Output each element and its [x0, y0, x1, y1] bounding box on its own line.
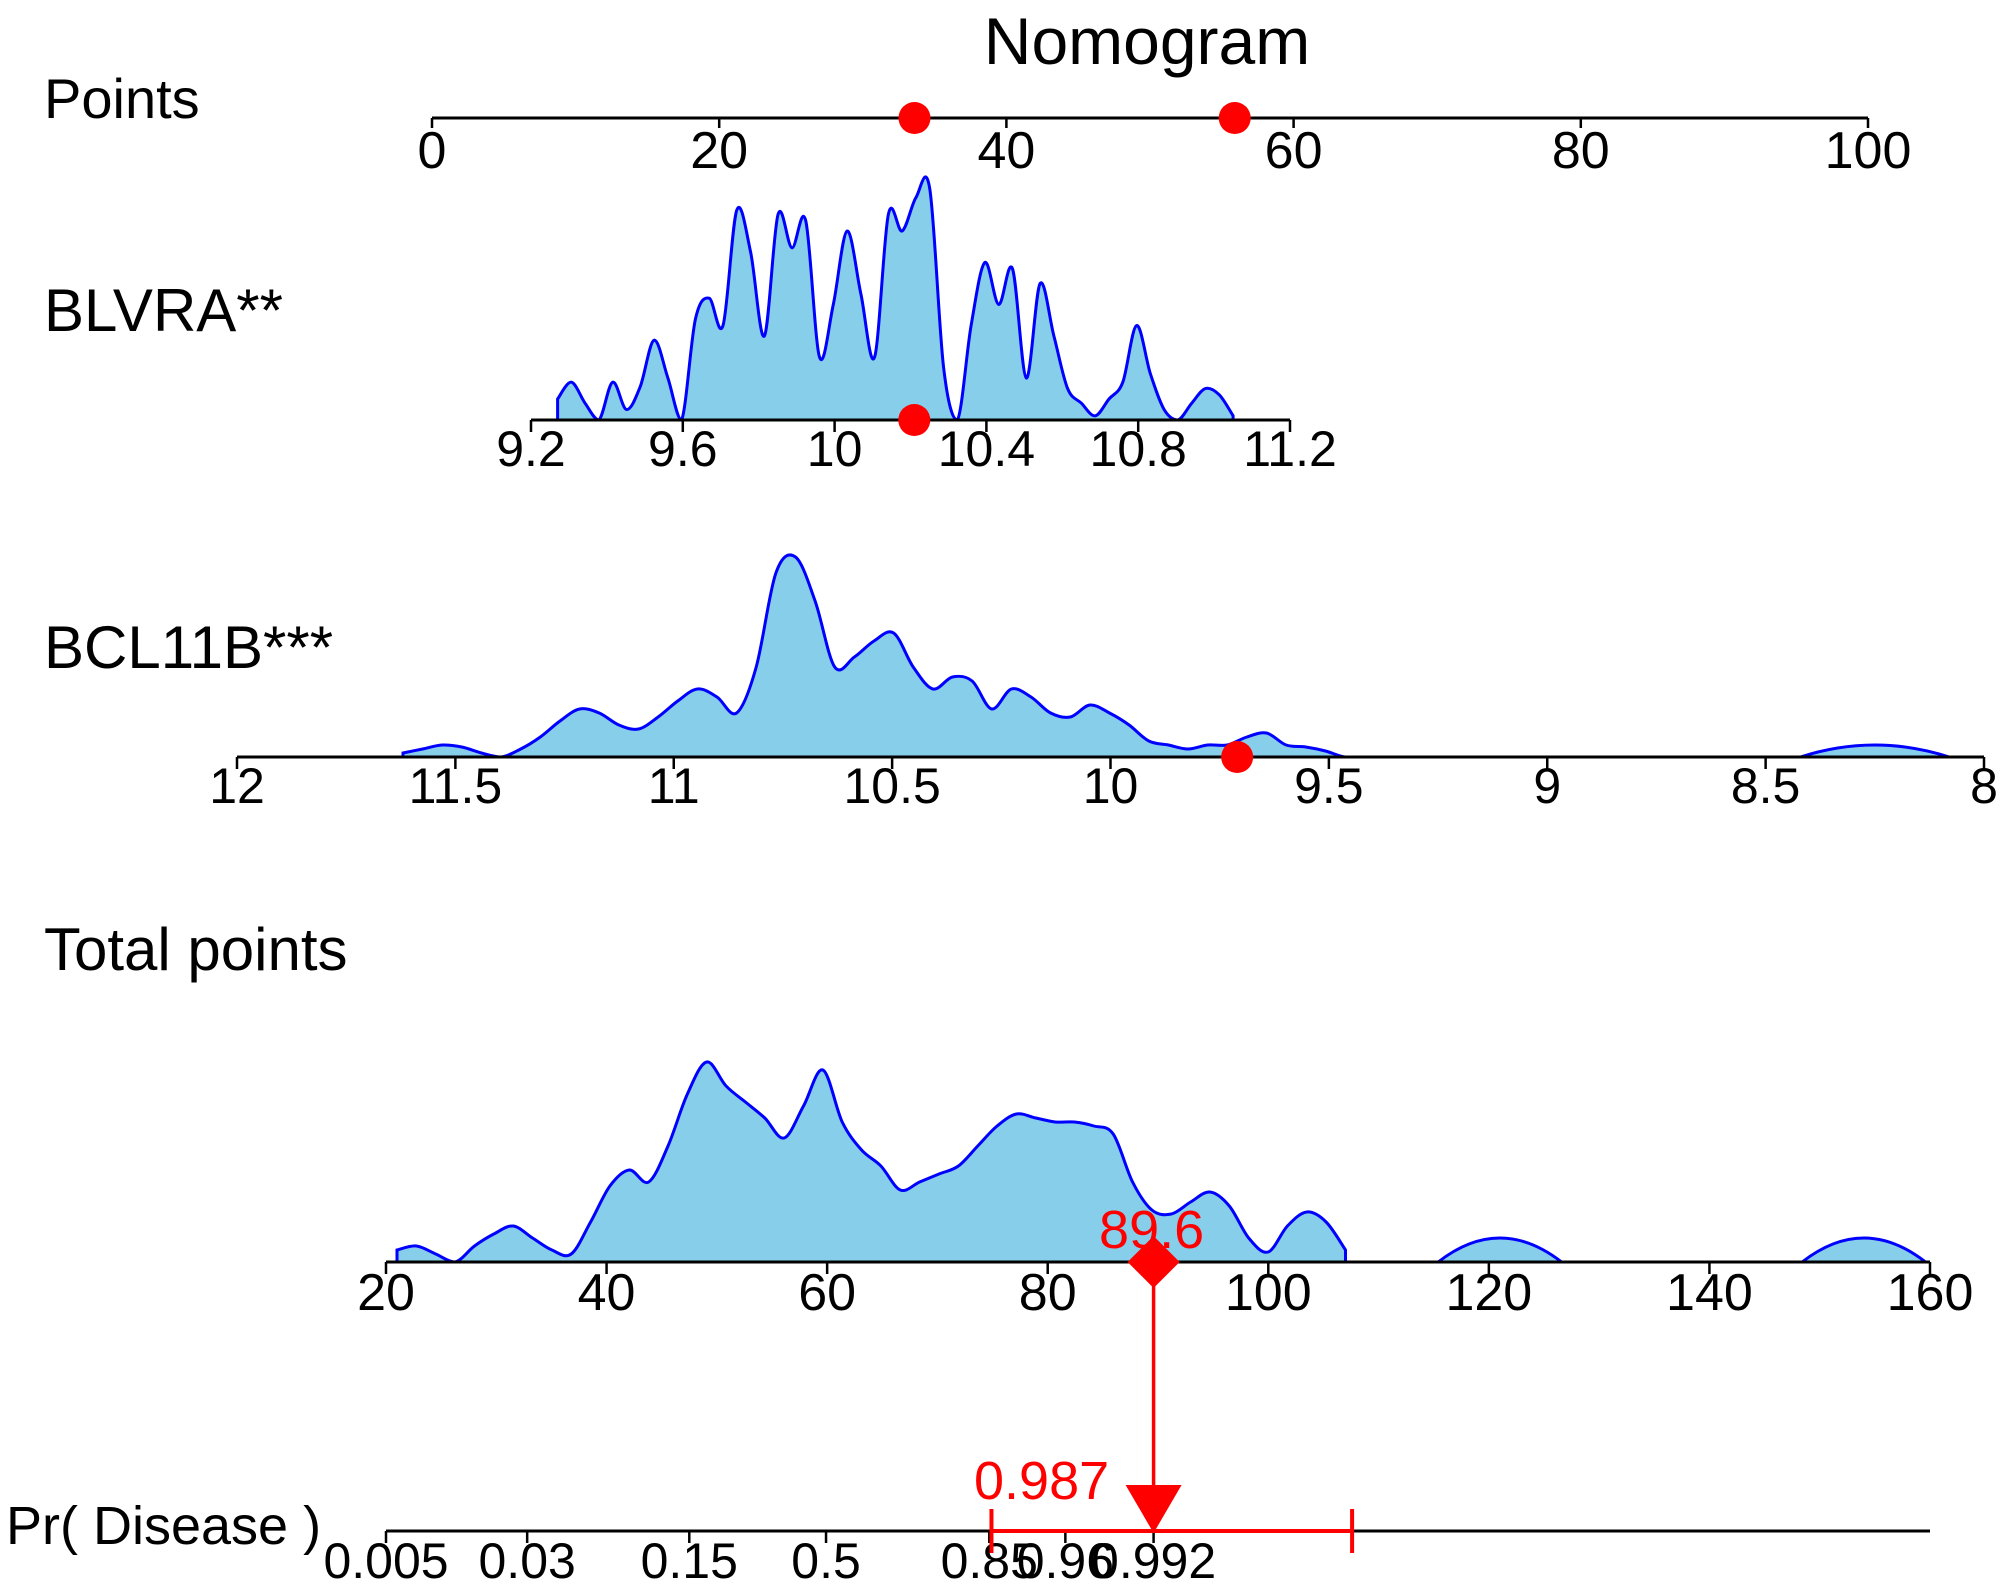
- prob-tick-label: 0.96: [1017, 1533, 1114, 1584]
- blvra-tick-label: 9.6: [648, 421, 718, 477]
- prediction-overlay: 89.6 0.987: [974, 1200, 1355, 1553]
- points-tick-label: 40: [977, 122, 1035, 180]
- bcl11b-tick-label: 12: [209, 758, 265, 814]
- total-tick-label: 20: [357, 1264, 415, 1322]
- total-tick-label: 60: [798, 1264, 856, 1322]
- bcl11b-tick-label: 11: [648, 758, 700, 814]
- bcl11b-tick-label: 10: [1083, 758, 1139, 814]
- blvra-tick-label: 10.4: [938, 421, 1035, 477]
- bcl11b-tick-label: 9.5: [1294, 758, 1364, 814]
- points-tick-label: 0: [418, 122, 447, 180]
- prob-axis: 0.005 0.03 0.15 0.5 0.850.960.992: [323, 1529, 1930, 1584]
- probability-value: 0.987: [974, 1451, 1109, 1511]
- total-density-bump-1: [1797, 1236, 1930, 1264]
- prob-tick-label: 0.85: [941, 1533, 1038, 1584]
- points-tick-label: 60: [1265, 122, 1323, 180]
- total-density: [395, 1060, 1930, 1264]
- total-axis: 20 40 60 80 100 120 140 160: [357, 1260, 1974, 1322]
- points-marker-1: [1218, 102, 1251, 134]
- blvra-density-area: [556, 175, 1235, 422]
- total-tick-label: 120: [1445, 1264, 1532, 1322]
- total-tick-label: 160: [1887, 1264, 1974, 1322]
- points-label: Points: [44, 67, 200, 130]
- total-density-area: [395, 1060, 1347, 1264]
- points-axis: 0 20 40 60 80 100: [418, 116, 1912, 180]
- probability-arrow: [1125, 1485, 1182, 1533]
- total-points-marker: [1127, 1236, 1180, 1288]
- blvra-density: [556, 175, 1235, 422]
- points-tick-label: 20: [690, 122, 748, 180]
- total-tick-label: 40: [578, 1264, 636, 1322]
- bcl11b-density-bump-0: [1799, 743, 1950, 759]
- bcl11b-tick-label: 9: [1533, 758, 1561, 814]
- points-tick-label: 80: [1552, 122, 1610, 180]
- bcl11b-density: [401, 553, 1954, 759]
- total-tick-label: 80: [1019, 1264, 1077, 1322]
- total-points-value: 89.6: [1099, 1200, 1204, 1260]
- prob-label: Pr( Disease ): [6, 1496, 321, 1556]
- blvra-tick-label: 11.2: [1243, 421, 1337, 477]
- prob-tick-label: 0.005: [323, 1533, 448, 1584]
- points-tick-label: 100: [1825, 122, 1912, 180]
- prob-tick-label: 0.5: [791, 1533, 861, 1584]
- blvra-label: BLVRA**: [44, 277, 283, 344]
- blvra-tick-label: 10: [807, 421, 863, 477]
- bcl11b-axis: 12 11.5 11 10.5 10 9.5 9 8.5 8: [209, 755, 1998, 814]
- bcl11b-marker-0: [1221, 741, 1254, 773]
- total-label: Total points: [44, 916, 348, 983]
- prob-tick-label: 0.15: [641, 1533, 738, 1584]
- bcl11b-tick-label: 10.5: [843, 758, 940, 814]
- prob-tick-label: 0.03: [479, 1533, 576, 1584]
- blvra-tick-label: 9.2: [496, 421, 566, 477]
- total-tick-label: 100: [1225, 1264, 1312, 1322]
- total-tick-label: 140: [1666, 1264, 1753, 1322]
- bcl11b-tick-label: 11.5: [409, 758, 503, 814]
- chart-title: Nomogram: [984, 4, 1310, 78]
- bcl11b-tick-label: 8.5: [1731, 758, 1801, 814]
- nomogram-rows: Points 0 20 40 60 80 100 BLVRA** 9.2 9.6 10 10.4 10.…: [6, 67, 1998, 1584]
- bcl11b-tick-label: 8: [1970, 758, 1998, 814]
- points-marker-0: [898, 102, 931, 134]
- bcl11b-label: BCL11B***: [44, 614, 333, 681]
- total-density-bump-0: [1433, 1236, 1566, 1264]
- prob-tick-label: 0.992: [1091, 1533, 1216, 1584]
- blvra-axis: 9.2 9.6 10 10.4 10.8 11.2: [496, 418, 1337, 477]
- blvra-tick-label: 10.8: [1090, 421, 1187, 477]
- bcl11b-density-area: [401, 553, 1954, 759]
- blvra-marker-0: [898, 404, 931, 436]
